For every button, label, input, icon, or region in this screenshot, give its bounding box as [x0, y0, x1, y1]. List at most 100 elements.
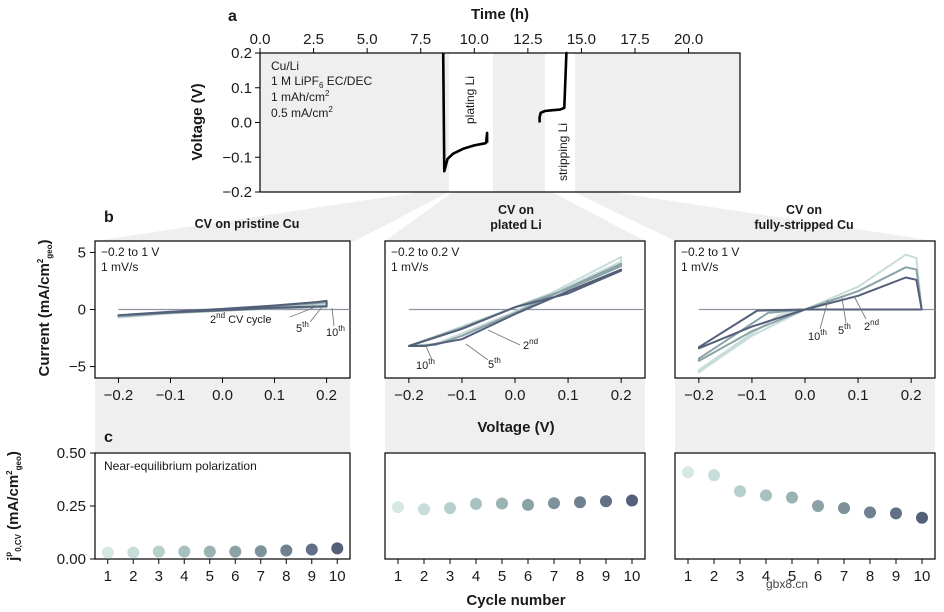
- b1-label-5th: 5th: [296, 320, 309, 335]
- voltage-axis-label: Voltage (V): [189, 83, 206, 160]
- cycle-tick-label: 4: [180, 568, 188, 585]
- connector-shade-c2: [385, 378, 645, 453]
- cv-x-tick-label: 0.2: [316, 387, 337, 404]
- j0-point-panel3-cycle5: [786, 491, 798, 504]
- panel-b1-condition-rate: 1 mV/s: [101, 260, 138, 274]
- j0-point-panel3-cycle7: [838, 502, 850, 515]
- cv-axis-ticks: −0.2 −0.1 0.0 0.1 0.2 5 0 −5 −0.2 −0.1 0.0 0.1 0.2 −0…: [69, 244, 922, 404]
- j0-tick-label: 0.00: [57, 551, 86, 568]
- voltage-axis-ticks: 0.2 0.1 0.0 −0.1 −0.2: [222, 45, 260, 201]
- cycle-tick-label: 7: [257, 568, 265, 585]
- panel-a-plot-area: [260, 53, 740, 192]
- panel-b1-title: CV on pristine Cu: [195, 217, 300, 231]
- time-tick-label: 17.5: [620, 31, 649, 48]
- cv-x-tick-label: 0.0: [505, 387, 526, 404]
- j0-point-panel2-cycle4: [470, 497, 482, 510]
- cycle-tick-label: 6: [524, 568, 532, 585]
- cv-x-tick-label: 0.0: [795, 387, 816, 404]
- j0-point-panel2-cycle1: [392, 501, 404, 514]
- annotation-cell: Cu/Li: [271, 59, 299, 73]
- annotation-capacity: 1 mAh/cm2: [271, 89, 330, 104]
- voltage-series-plating: [441, 52, 489, 173]
- cycle-tick-label: 1: [684, 568, 692, 585]
- j0-point-panel1-cycle7: [254, 545, 267, 558]
- b3-pointer-2nd: [853, 295, 867, 320]
- plating-window: [449, 53, 493, 192]
- j0-point-panel3-cycle8: [864, 506, 876, 519]
- cycle-tick-label: 2: [420, 568, 428, 585]
- j0-point-panel3-cycle4: [760, 489, 772, 502]
- voltage-tick-label: 0.2: [231, 45, 252, 62]
- b2-label-10th: 10th: [416, 357, 435, 372]
- cycle-tick-label: 10: [914, 568, 931, 585]
- b2-label-5th: 5th: [488, 356, 501, 371]
- cv-x-tick-label: −0.2: [684, 387, 714, 404]
- cycle-tick-label: 3: [736, 568, 744, 585]
- j0-tick-label: 0.50: [57, 445, 86, 462]
- cycle-tick-label: 4: [762, 568, 770, 585]
- panel-b2-condition-range: −0.2 to 0.2 V: [391, 245, 459, 259]
- time-tick-label: 5.0: [357, 31, 378, 48]
- cycle-tick-label: 8: [576, 568, 584, 585]
- panel-b2-title-line2: plated Li: [490, 218, 541, 232]
- panel-b2-condition-rate: 1 mV/s: [391, 260, 428, 274]
- b3-label-5th: 5th: [838, 322, 851, 337]
- panel-b3-title-line1: CV on: [786, 203, 822, 217]
- cv-y-tick-label: 5: [78, 244, 86, 261]
- panel-b3-condition-range: −0.2 to 1 V: [681, 245, 739, 259]
- connector-shade-b2: [385, 192, 645, 241]
- cycle-tick-label: 7: [550, 568, 558, 585]
- cv-voltage-axis-label: Voltage (V): [477, 419, 554, 436]
- cv-x-tick-label: 0.2: [611, 387, 632, 404]
- panel-a-letter: a: [228, 8, 237, 25]
- annotation-electrolyte: 1 M LiPF6 EC/DEC: [271, 74, 372, 90]
- j0-point-panel2-cycle5: [496, 497, 508, 510]
- connector-shade-b1: [95, 192, 449, 241]
- cycle-tick-label: 2: [129, 568, 137, 585]
- voltage-curves: [441, 51, 568, 173]
- j0-point-panel1-cycle10: [331, 542, 344, 555]
- j0-point-panel1-cycle4: [178, 545, 191, 558]
- cycle-tick-label: 5: [788, 568, 796, 585]
- time-axis-label: Time (h): [471, 6, 529, 23]
- cycle-tick-label: 8: [282, 568, 290, 585]
- time-tick-label: 12.5: [513, 31, 542, 48]
- cycle-tick-label: 8: [866, 568, 874, 585]
- cv-loop-2-10th: [407, 268, 623, 347]
- cycle-tick-label: 3: [155, 568, 163, 585]
- b3-label-10th: 10th: [808, 328, 827, 343]
- b2-label-2nd: 2nd: [523, 337, 538, 352]
- panel-b1-condition-range: −0.2 to 1 V: [101, 245, 159, 259]
- cycle-tick-label: 5: [498, 568, 506, 585]
- j0-point-panel2-cycle3: [444, 502, 456, 515]
- b2-pointer-10th: [425, 345, 433, 361]
- panel-b3-condition-rate: 1 mV/s: [681, 260, 718, 274]
- cycle-tick-label: 1: [394, 568, 402, 585]
- connector-shade-b3: [574, 192, 935, 241]
- panel-b2-title-line1: CV on: [498, 203, 534, 217]
- cv-x-tick-label: 0.1: [264, 387, 285, 404]
- voltage-tick-label: 0.0: [231, 115, 252, 132]
- stripping-window: [545, 53, 575, 192]
- cv-x-tick-label: −0.2: [394, 387, 424, 404]
- cv-x-tick-label: −0.1: [156, 387, 186, 404]
- connector-shade-c3: [675, 378, 935, 453]
- panel-c1-plot-area: [94, 452, 351, 560]
- polarization-axis-ticks: 1 2 3 4 5 6 7 8 9 100.500.250.001 2 3 4 5 6 7 8 9 10 1 2 3 4 5 6…: [57, 445, 931, 585]
- voltage-tick-label: 0.1: [231, 80, 252, 97]
- j0-point-panel1-cycle1: [101, 546, 114, 559]
- j0-point-panel1-cycle9: [305, 543, 318, 556]
- b1-pointer-2nd: [289, 305, 319, 318]
- voltage-series-stripping: [538, 51, 568, 123]
- stripping-label: stripping Li: [556, 123, 570, 181]
- panel-c: c 1 2 3 4 5 6 7 8 9 100.500.250.001 2 3 4 5 6 7 8 9 10 1 2 3 4…: [4, 429, 936, 609]
- panel-c3-plot-area: [674, 452, 936, 560]
- j0-tick-label: 0.25: [57, 498, 86, 515]
- cv-curves: [117, 253, 935, 374]
- panel-a: 0.0 2.5 5.0 7.5 10.0 12.5 15.0 17.5 20.0 0.20.10…: [189, 6, 741, 201]
- cycle-tick-label: 5: [206, 568, 214, 585]
- j0-point-panel2-cycle10: [626, 494, 638, 507]
- b2-pointer-2nd: [487, 329, 521, 346]
- cv-x-tick-label: 0.0: [212, 387, 233, 404]
- b1-label-10th: 10th: [326, 324, 345, 339]
